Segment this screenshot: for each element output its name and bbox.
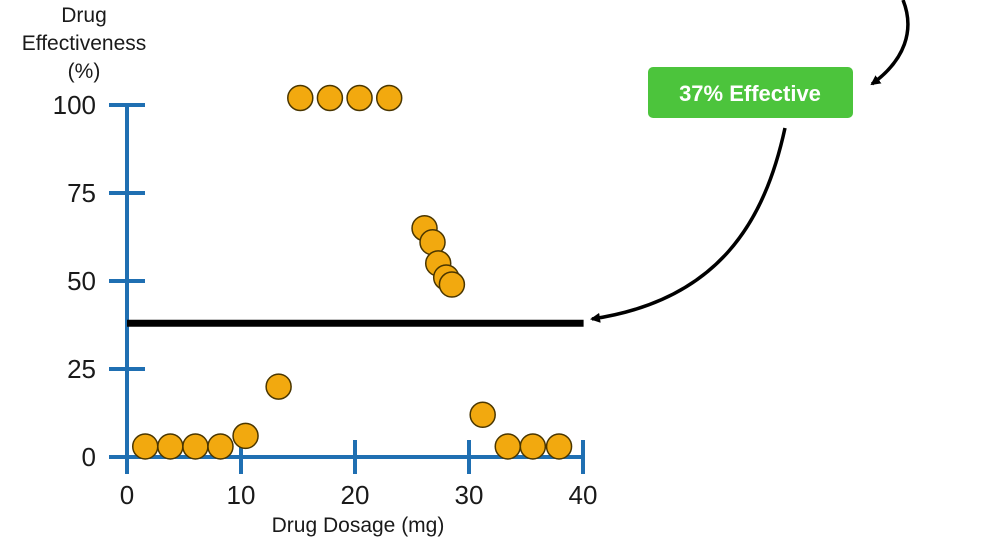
data-point [316,84,344,112]
data-point [494,433,522,460]
data-point [131,433,159,460]
data-point [232,422,259,450]
x-tick-label: 20 [341,480,370,510]
x-tick-label: 30 [455,480,484,510]
data-point [287,84,314,112]
annotation-callout: 37% Effective [648,67,853,118]
y-tick-label: 100 [53,90,96,120]
x-axis-title: Drug Dosage (mg) [272,514,445,537]
y-axis-title-line-3: (%) [68,60,101,83]
axis-ticks [109,103,585,474]
data-point [375,84,403,112]
y-tick-label: 25 [67,354,96,384]
data-points [131,84,573,460]
data-point [265,373,292,400]
pointing-arrow [590,127,787,323]
y-tick-label: 50 [67,266,96,296]
data-point [157,433,184,460]
annotation-badge [648,67,853,118]
data-point [207,433,234,460]
x-tick-label: 10 [227,480,256,510]
data-point [182,433,209,460]
axes [125,103,585,459]
annotation-label: 37% Effective [679,81,821,106]
y-axis-title-line-2: Effectiveness [22,32,147,55]
tick-labels: 0 25 50 75 100 0 10 20 30 40 [53,90,598,510]
y-axis-title-line-1: Drug [61,4,107,27]
data-point [346,84,373,112]
data-point [519,433,547,460]
x-tick-label: 40 [569,480,598,510]
x-tick-label: 0 [120,480,134,510]
data-point [438,271,466,298]
data-point [469,401,496,429]
incoming-arrow [870,0,910,86]
y-tick-label: 75 [67,178,96,208]
y-tick-label: 0 [82,442,96,472]
data-point [545,433,573,460]
y-axis-title: Drug Effectiveness (%) [22,4,147,83]
